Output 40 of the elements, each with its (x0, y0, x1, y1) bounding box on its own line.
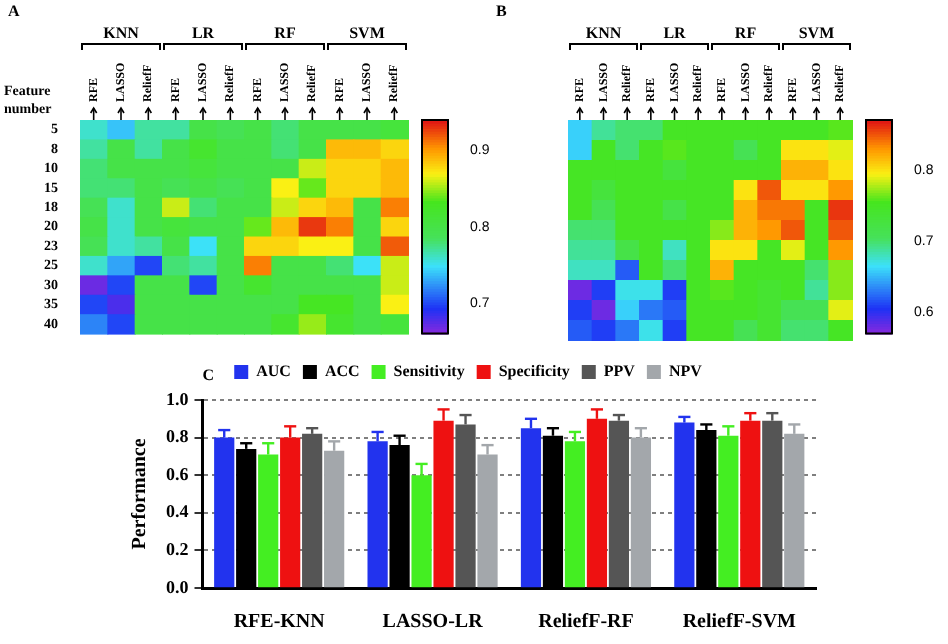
x-tick-label: ReliefF-SVM (682, 611, 798, 634)
bar (630, 437, 652, 588)
legend-label: NPV (668, 362, 703, 381)
legend-label: ACC (324, 362, 361, 381)
x-tick-label: ReliefF-RF (538, 611, 634, 634)
bar (367, 441, 388, 588)
text: SVM (798, 24, 836, 43)
bar (564, 441, 586, 588)
y-tick-label: 0.4 (166, 501, 190, 522)
y-tick-label: 0.0 (166, 576, 190, 597)
legend-label: AUC (256, 362, 292, 381)
text: KNN (585, 24, 622, 43)
y-tick-label: 0.2 (166, 539, 190, 560)
bar (586, 418, 608, 588)
legend-label: Specificity (498, 362, 570, 381)
chart-title: C (202, 366, 215, 385)
y-tick-label: 0.8 (166, 426, 190, 447)
y-tick-label: 0.6 (166, 463, 190, 484)
text: KNN (103, 24, 140, 43)
legend-label: PPV (603, 362, 636, 381)
bar (214, 437, 235, 588)
text: RF (734, 24, 757, 43)
text: SVM (349, 24, 386, 43)
chart-title: B (496, 2, 508, 21)
bar (674, 422, 695, 588)
bar (740, 420, 761, 588)
bar (784, 433, 805, 588)
bar (324, 450, 345, 588)
bar (718, 435, 739, 588)
chart-title: A (8, 2, 20, 21)
x-tick-label: RFE-KNN (233, 611, 327, 634)
bar (520, 428, 542, 588)
text: LR (663, 24, 687, 43)
text: LR (191, 24, 215, 43)
legend-label: Sensitivity (393, 362, 465, 381)
y-tick-label: 1.0 (166, 388, 190, 409)
y-axis-title: Performance (129, 437, 152, 550)
x-tick-label: LASSO-LR (382, 611, 485, 634)
bar (477, 454, 498, 588)
text: RF (274, 24, 296, 43)
